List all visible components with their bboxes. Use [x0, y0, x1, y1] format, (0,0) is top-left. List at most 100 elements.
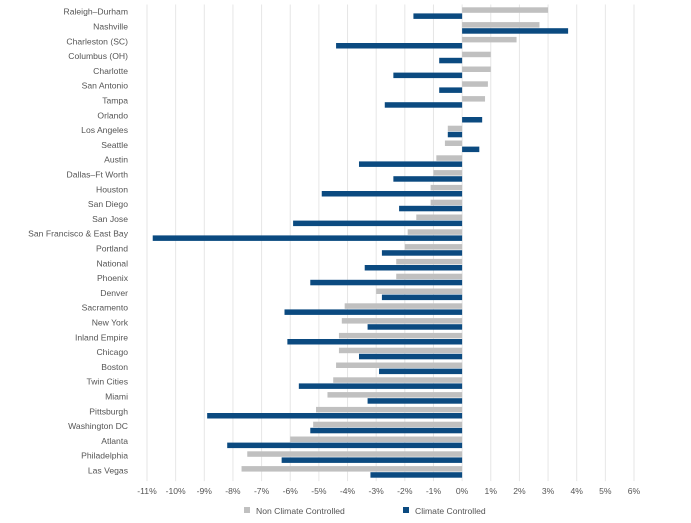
- category-label: Boston: [101, 362, 128, 372]
- bar-climate-controlled: [310, 427, 463, 434]
- bar-non-climate-controlled: [336, 362, 463, 368]
- category-label: San Francisco & East Bay: [28, 229, 129, 239]
- category-label: New York: [92, 318, 129, 328]
- bar-climate-controlled: [381, 250, 463, 256]
- bar-climate-controlled: [393, 176, 463, 182]
- bar-climate-controlled: [370, 472, 463, 478]
- x-tick-label: -3%: [369, 486, 385, 496]
- bar-climate-controlled: [281, 457, 463, 463]
- bar-non-climate-controlled: [376, 288, 463, 294]
- bar-climate-controlled: [393, 72, 463, 79]
- category-label: Los Angeles: [81, 125, 128, 135]
- category-label: Charleston (SC): [66, 36, 128, 46]
- category-label: Denver: [100, 288, 128, 298]
- x-tick-label: -2%: [397, 486, 413, 496]
- bar-non-climate-controlled: [444, 140, 463, 146]
- category-label: Las Vegas: [88, 466, 128, 476]
- bar-non-climate-controlled: [433, 170, 463, 176]
- bar-non-climate-controlled: [436, 155, 463, 161]
- bar-climate-controlled: [358, 353, 463, 360]
- bar-climate-controlled: [321, 191, 463, 197]
- bar-climate-controlled: [336, 43, 463, 49]
- category-label: Charlotte: [93, 66, 128, 76]
- category-label: Raleigh–Durham: [64, 7, 129, 17]
- category-label: Seattle: [101, 140, 128, 150]
- bar-non-climate-controlled: [290, 436, 463, 442]
- legend-label-non-climate: Non Climate Controlled: [256, 506, 345, 516]
- bar-climate-controlled: [439, 57, 463, 64]
- x-tick-label: -4%: [340, 486, 356, 496]
- bar-climate-controlled: [462, 146, 480, 153]
- bar-non-climate-controlled: [407, 229, 463, 235]
- bar-climate-controlled: [358, 161, 463, 167]
- legend: Non Climate Controlled Climate Controlle…: [244, 506, 486, 516]
- bar-climate-controlled: [367, 324, 463, 330]
- category-label: Sacramento: [82, 303, 129, 313]
- category-label: Orlando: [97, 110, 128, 120]
- category-labels: Raleigh–Durham Nashville Charleston (SC) Co…: [28, 7, 129, 476]
- category-label: Nashville: [93, 22, 128, 32]
- x-tick-label: -7%: [254, 486, 270, 496]
- bar-non-climate-controlled: [430, 184, 463, 191]
- bar-climate-controlled: [152, 235, 463, 241]
- category-label: Twin Cities: [86, 377, 128, 387]
- bar-non-climate-controlled: [338, 332, 463, 339]
- bar-non-climate-controlled: [396, 258, 463, 265]
- bar-non-climate-controlled: [462, 96, 486, 102]
- bar-non-climate-controlled: [462, 36, 517, 43]
- x-tick-label: 4%: [570, 486, 583, 496]
- x-tick-label: 0%: [456, 486, 469, 496]
- bar-non-climate-controlled: [313, 421, 463, 428]
- bar-climate-controlled: [381, 294, 463, 301]
- category-label: Dallas–Ft Worth: [67, 170, 129, 180]
- x-tick-label: -8%: [225, 486, 241, 496]
- bar-non-climate-controlled: [462, 81, 488, 87]
- bar-climate-controlled: [364, 265, 463, 271]
- x-tick-label: -1%: [426, 486, 442, 496]
- bar-climate-controlled: [310, 279, 463, 286]
- category-label: San Jose: [92, 214, 128, 224]
- bar-non-climate-controlled: [447, 125, 463, 132]
- x-tick-label: -5%: [311, 486, 327, 496]
- bar-climate-controlled: [287, 339, 463, 345]
- x-tick-label: 6%: [628, 486, 641, 496]
- x-tick-label: 1%: [485, 486, 498, 496]
- bar-non-climate-controlled: [341, 318, 463, 324]
- category-label: Washington DC: [68, 421, 128, 431]
- x-tick-label: -9%: [197, 486, 213, 496]
- x-tick-label: 2%: [513, 486, 526, 496]
- bar-non-climate-controlled: [462, 7, 549, 13]
- category-label: Chicago: [96, 347, 128, 357]
- bar-non-climate-controlled: [462, 66, 491, 72]
- x-tick-label: -10%: [166, 486, 186, 496]
- category-label: National: [96, 258, 128, 268]
- bar-climate-controlled: [207, 413, 463, 419]
- bars: [152, 7, 569, 478]
- category-label: Pittsburgh: [89, 406, 128, 416]
- category-label: Tampa: [102, 96, 128, 106]
- bar-climate-controlled: [447, 131, 463, 138]
- bar-climate-controlled: [293, 220, 463, 227]
- bar-non-climate-controlled: [247, 451, 463, 457]
- bar-climate-controlled: [462, 117, 483, 123]
- category-label: Miami: [105, 392, 128, 402]
- bar-climate-controlled: [439, 87, 463, 93]
- bar-non-climate-controlled: [241, 466, 463, 472]
- bar-climate-controlled: [379, 368, 463, 375]
- category-label: Portland: [96, 244, 128, 254]
- bar-non-climate-controlled: [333, 377, 463, 383]
- bar-non-climate-controlled: [462, 22, 540, 28]
- x-tick-label: -11%: [137, 486, 157, 496]
- bar-climate-controlled: [284, 309, 463, 315]
- category-label: Philadelphia: [81, 451, 128, 461]
- category-label: Columbus (OH): [68, 51, 128, 61]
- bar-climate-controlled: [227, 442, 463, 449]
- bar-non-climate-controlled: [404, 244, 463, 250]
- bar-climate-controlled: [367, 398, 463, 404]
- category-label: Phoenix: [97, 273, 129, 283]
- bar-non-climate-controlled: [462, 51, 491, 58]
- bar-climate-controlled: [413, 13, 463, 19]
- bar-non-climate-controlled: [344, 303, 463, 309]
- x-tick-label: -6%: [283, 486, 299, 496]
